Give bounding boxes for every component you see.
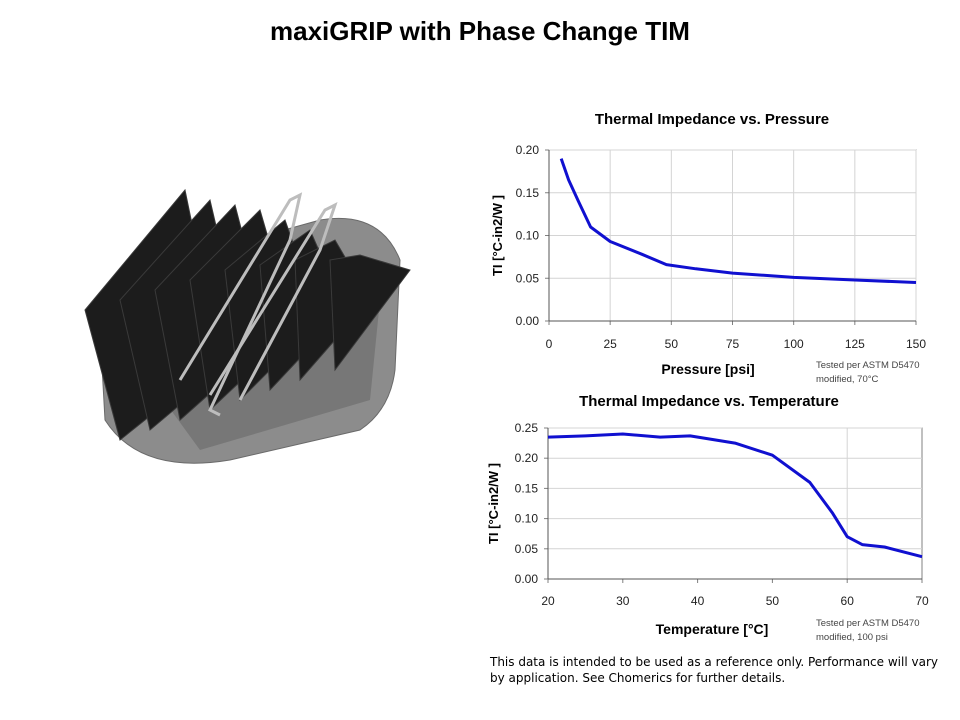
x-tick-label: 40 [691, 594, 705, 608]
y-tick-label: 0.05 [516, 271, 540, 285]
test-note: modified, 100 psi [816, 632, 888, 643]
y-axis-label: TI [°C-in2/W ] [490, 195, 505, 276]
chart-title: Thermal Impedance vs. Pressure [595, 111, 829, 128]
x-tick-label: 50 [665, 337, 679, 351]
y-axis-label: TI [°C-in2/W ] [486, 463, 501, 544]
x-tick-label: 75 [726, 337, 740, 351]
test-note: modified, 70°C [816, 374, 879, 385]
x-tick-label: 70 [915, 594, 929, 608]
y-tick-label: 0.10 [515, 512, 539, 526]
chart-title: Thermal Impedance vs. Temperature [579, 393, 839, 410]
y-tick-label: 0.20 [516, 143, 540, 157]
x-tick-label: 50 [766, 594, 780, 608]
x-tick-label: 150 [906, 337, 926, 351]
y-tick-label: 0.05 [515, 542, 539, 556]
series-line [547, 432, 923, 559]
x-tick-label: 25 [603, 337, 617, 351]
plot-area [547, 427, 923, 580]
x-tick-label: 60 [841, 594, 855, 608]
x-tick-label: 100 [784, 337, 804, 351]
y-tick-label: 0.10 [516, 229, 540, 243]
series-line [559, 158, 917, 284]
plot-area [548, 149, 917, 322]
y-tick-label: 0.20 [515, 451, 539, 465]
x-tick-label: 0 [546, 337, 553, 351]
slide-title: maxiGRIP with Phase Change TIM [270, 16, 690, 46]
y-tick-label: 0.15 [515, 481, 539, 495]
x-tick-label: 20 [541, 594, 555, 608]
y-tick-label: 0.15 [516, 186, 540, 200]
x-axis-label: Temperature [°C] [656, 621, 769, 637]
x-tick-label: 30 [616, 594, 630, 608]
x-tick-label: 125 [845, 337, 865, 351]
y-tick-label: 0.00 [516, 314, 540, 328]
test-note: Tested per ASTM D5470 [816, 360, 920, 371]
heatsink-product-image [84, 188, 411, 464]
test-note: Tested per ASTM D5470 [816, 618, 920, 629]
x-axis-label: Pressure [psi] [661, 361, 754, 377]
y-tick-label: 0.00 [515, 572, 539, 586]
disclaimer-text: This data is intended to be used as a re… [490, 655, 938, 685]
y-tick-label: 0.25 [515, 421, 539, 435]
